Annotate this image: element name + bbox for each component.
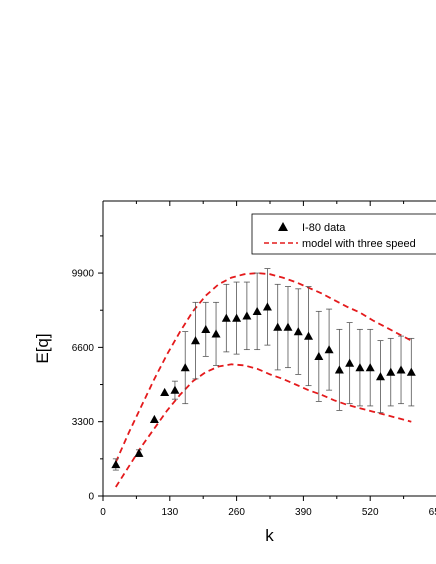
y-tick-label: 3300: [72, 417, 95, 428]
data-point-triangle: [355, 363, 365, 372]
data-point-triangle: [134, 448, 144, 457]
data-point-triangle: [273, 322, 283, 331]
data-point-triangle: [149, 414, 159, 424]
legend: I-80 data model with three speed: [251, 213, 436, 255]
data-point-triangle: [304, 331, 314, 340]
data-point-triangle: [201, 324, 211, 333]
data-point-triangle: [262, 302, 272, 311]
data-point-triangle: [396, 365, 406, 374]
data-point-triangle: [386, 367, 396, 376]
y-tick-label: 0: [88, 492, 94, 503]
x-tick-label: 390: [295, 507, 312, 518]
data-point-triangle: [345, 358, 355, 367]
x-axis-label: k: [265, 526, 274, 545]
x-tick-label: 130: [161, 507, 178, 518]
model-lower-curve: [115, 363, 412, 488]
data-point-triangle: [170, 385, 180, 394]
data-point-triangle: [406, 367, 416, 376]
data-point-triangle: [180, 363, 190, 372]
data-point-triangle: [324, 345, 334, 354]
x-tick-label: 520: [362, 507, 379, 518]
model-upper-curve: [114, 272, 412, 463]
data-point-triangle: [221, 313, 231, 322]
data-point-triangle: [365, 363, 375, 372]
y-axis-label: E[q]: [33, 333, 52, 363]
data-point-triangle: [232, 313, 242, 322]
legend-label-data: I-80 data: [302, 222, 346, 234]
data-point-triangle: [111, 459, 121, 469]
legend-label-model: model with three speed: [302, 238, 416, 250]
data-point-triangle: [242, 311, 252, 320]
data-point-triangle: [314, 351, 324, 360]
y-tick-label: 6600: [72, 343, 95, 354]
x-tick-label: 260: [228, 507, 245, 518]
legend-box: [251, 213, 436, 255]
data-point-triangle: [211, 329, 221, 338]
data-point-triangle: [160, 387, 170, 397]
data-point-triangle: [283, 322, 293, 331]
tick-group: 0 130 260 390 520 650 0 3300 6600 9900: [72, 201, 436, 518]
data-point-triangle: [375, 372, 385, 381]
data-point-triangle: [334, 365, 344, 374]
model-lines: [114, 272, 412, 488]
data-point-triangle: [293, 327, 303, 336]
x-tick-label: 0: [100, 507, 106, 518]
x-tick-label: 650: [429, 507, 436, 518]
y-tick-label: 9900: [72, 269, 95, 280]
data-point-triangle: [252, 306, 262, 315]
data-points: [111, 268, 416, 471]
data-point-triangle: [190, 336, 200, 345]
legend-triangle-marker: [278, 222, 288, 231]
